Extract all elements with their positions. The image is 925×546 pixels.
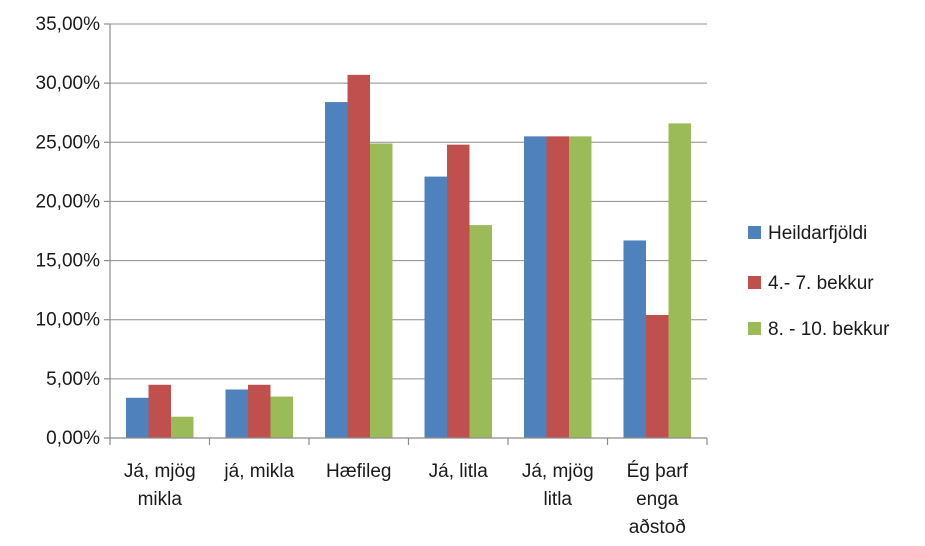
bars — [126, 74, 691, 439]
legend-swatch — [748, 322, 761, 335]
bar-1-4 — [424, 176, 447, 438]
category-label: Já, litla — [429, 461, 489, 482]
y-tick-label: 35,00% — [36, 14, 101, 35]
bar-1-6 — [623, 240, 646, 438]
bar-2-3 — [347, 74, 370, 439]
bar-3-5 — [569, 136, 592, 438]
legend-swatch — [748, 276, 761, 289]
bar-3-3 — [370, 143, 393, 438]
category-label: mikla — [138, 489, 183, 510]
y-tick-label: 10,00% — [36, 310, 101, 331]
category-label: Hæfileg — [326, 461, 391, 482]
gridlines — [110, 23, 707, 380]
bar-2-4 — [447, 144, 470, 438]
y-tick-label: 5,00% — [46, 369, 100, 390]
y-tick-label: 20,00% — [36, 191, 101, 212]
y-tick-label: 15,00% — [36, 251, 101, 272]
bar-3-1 — [171, 416, 194, 438]
category-label: Já, mjög — [124, 461, 196, 482]
bar-1-2 — [225, 389, 248, 438]
bar-1-5 — [524, 136, 547, 438]
legend: Heildarfjöldi 4.- 7. bekkur 8. - 10. bekku… — [748, 223, 890, 340]
y-tick-label: 30,00% — [36, 73, 101, 94]
bar-3-2 — [270, 396, 293, 438]
legend-label: 4.- 7. bekkur — [768, 273, 874, 294]
legend-label: Heildarfjöldi — [768, 223, 867, 244]
category-label: já, mikla — [223, 461, 294, 482]
axes — [104, 23, 708, 445]
bar-2-6 — [646, 314, 669, 438]
bar-2-2 — [248, 384, 271, 438]
category-label: Já, mjög — [522, 461, 594, 482]
bar-2-5 — [546, 136, 569, 438]
bar-1-3 — [325, 102, 348, 438]
y-axis-tick-labels: 0,00% 5,00% 10,00% 15,00% 20,00% 25,00% 30,00%… — [36, 14, 101, 449]
y-tick-label: 0,00% — [46, 428, 100, 449]
bar-3-6 — [668, 123, 691, 439]
category-label: aðstoð — [629, 517, 686, 538]
bar-3-4 — [469, 225, 492, 438]
bar-2-1 — [148, 384, 171, 438]
category-label: Ég þarf — [627, 461, 689, 482]
x-axis-category-labels: Já, mjög mikla já, mikla Hæfileg Já, litla Já… — [124, 461, 689, 538]
bar-1-1 — [126, 397, 149, 438]
legend-label: 8. - 10. bekkur — [768, 319, 890, 340]
legend-swatch — [748, 226, 761, 239]
y-tick-label: 25,00% — [36, 132, 101, 153]
category-label: enga — [636, 489, 679, 510]
category-label: litla — [543, 489, 572, 510]
